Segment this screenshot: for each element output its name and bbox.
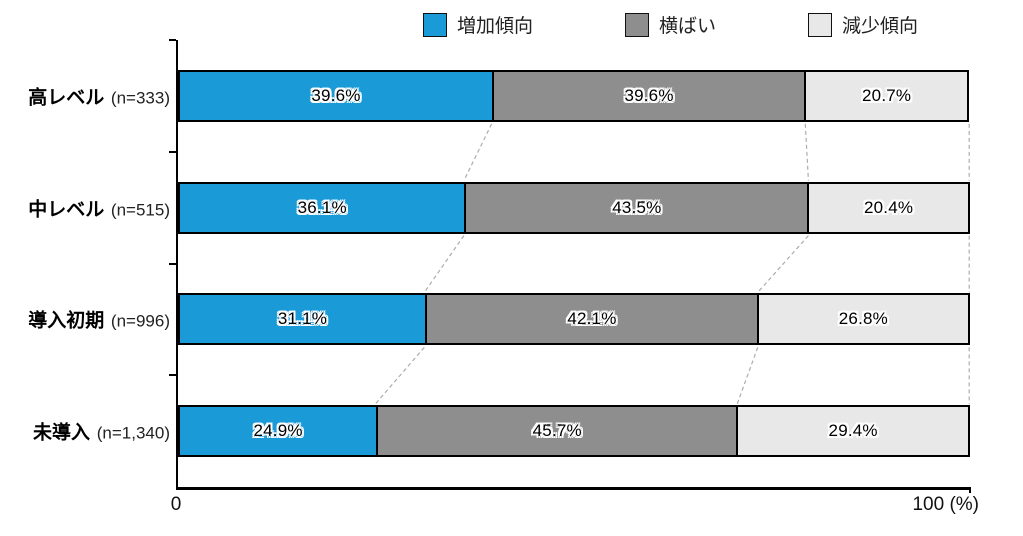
legend-swatch xyxy=(625,12,650,37)
category-label: 導入初期 (n=996) xyxy=(28,306,170,333)
segment-value-label: 24.9% xyxy=(253,421,303,441)
x-axis-max-label: 100 (%) xyxy=(912,494,979,515)
segment-value-label: 20.7% xyxy=(862,85,912,105)
y-axis-tick xyxy=(169,374,176,377)
bar-segment: 42.1% xyxy=(425,295,757,344)
legend-label: 横ばい xyxy=(659,16,717,37)
chart-legend: 増加傾向 横ばい 減少傾向 xyxy=(423,11,918,38)
category-name: 未導入 xyxy=(33,422,91,444)
bar-segment: 45.7% xyxy=(376,407,737,456)
legend-swatch xyxy=(808,12,833,37)
connector-line xyxy=(804,123,810,181)
bar-segment: 20.7% xyxy=(804,71,968,120)
segment-value-label: 20.4% xyxy=(863,197,914,217)
plot-area: 39.6% 39.6% 20.7% 36.1% 43.5% 20.4% 31.1% 42.1%… xyxy=(169,39,971,493)
bar-segment: 26.8% xyxy=(756,295,968,344)
connector-line xyxy=(374,346,425,405)
connector-line xyxy=(757,235,809,293)
x-axis-min-label: 0 xyxy=(170,494,182,515)
category-n-count: (n=515) xyxy=(106,200,170,220)
category-n-count: (n=333) xyxy=(106,88,170,108)
bar-segment: 20.4% xyxy=(807,183,968,232)
bar-segment: 24.9% xyxy=(180,407,377,456)
segment-value-label: 42.1% xyxy=(567,309,617,329)
bar-segment: 39.6% xyxy=(180,71,493,120)
connector-line xyxy=(423,235,465,293)
segment-value-label: 26.8% xyxy=(838,309,888,329)
connector-line xyxy=(736,347,759,405)
bar-row: 36.1% 43.5% 20.4% xyxy=(178,181,970,234)
segment-value-label: 39.6% xyxy=(624,85,674,105)
bar-segment: 39.6% xyxy=(492,71,805,120)
legend-item: 増加傾向 xyxy=(423,11,533,38)
legend-label: 増加傾向 xyxy=(457,16,534,37)
segment-value-label: 36.1% xyxy=(297,197,347,217)
bar-segment: 29.4% xyxy=(736,407,968,456)
connector-lines xyxy=(374,123,970,405)
bar-segment: 31.1% xyxy=(180,295,426,344)
category-name: 導入初期 xyxy=(28,310,105,332)
legend-label: 減少傾向 xyxy=(842,16,919,37)
segment-value-label: 43.5% xyxy=(612,197,662,217)
x-axis-end-tick xyxy=(969,487,971,493)
bar-segment: 43.5% xyxy=(464,183,808,232)
category-name: 高レベル xyxy=(28,87,105,109)
y-axis-tick xyxy=(169,150,176,153)
y-axis-tick xyxy=(169,262,176,265)
segment-value-label: 39.6% xyxy=(311,85,361,105)
category-label: 未導入 (n=1,340) xyxy=(33,418,170,445)
legend-swatch xyxy=(423,12,447,37)
x-axis-unit-label: (%) xyxy=(949,494,979,515)
y-axis-tick xyxy=(169,39,176,41)
category-n-count: (n=996) xyxy=(106,311,170,331)
segment-value-label: 31.1% xyxy=(277,309,328,329)
category-label: 高レベル (n=333) xyxy=(28,82,170,109)
connector-line xyxy=(463,123,493,181)
segment-value-label: 29.4% xyxy=(828,421,878,441)
category-n-count: (n=1,340) xyxy=(92,423,170,443)
bar-segment: 36.1% xyxy=(180,183,465,232)
legend-item: 横ばい xyxy=(625,11,716,38)
bar-row: 31.1% 42.1% 26.8% xyxy=(178,293,970,346)
segment-value-label: 45.7% xyxy=(532,421,582,441)
legend-item: 減少傾向 xyxy=(808,11,918,38)
category-label: 中レベル (n=515) xyxy=(28,194,170,221)
bar-row: 24.9% 45.7% 29.4% xyxy=(178,405,970,458)
category-name: 中レベル xyxy=(28,199,105,221)
bar-row: 39.6% 39.6% 20.7% xyxy=(178,69,970,122)
